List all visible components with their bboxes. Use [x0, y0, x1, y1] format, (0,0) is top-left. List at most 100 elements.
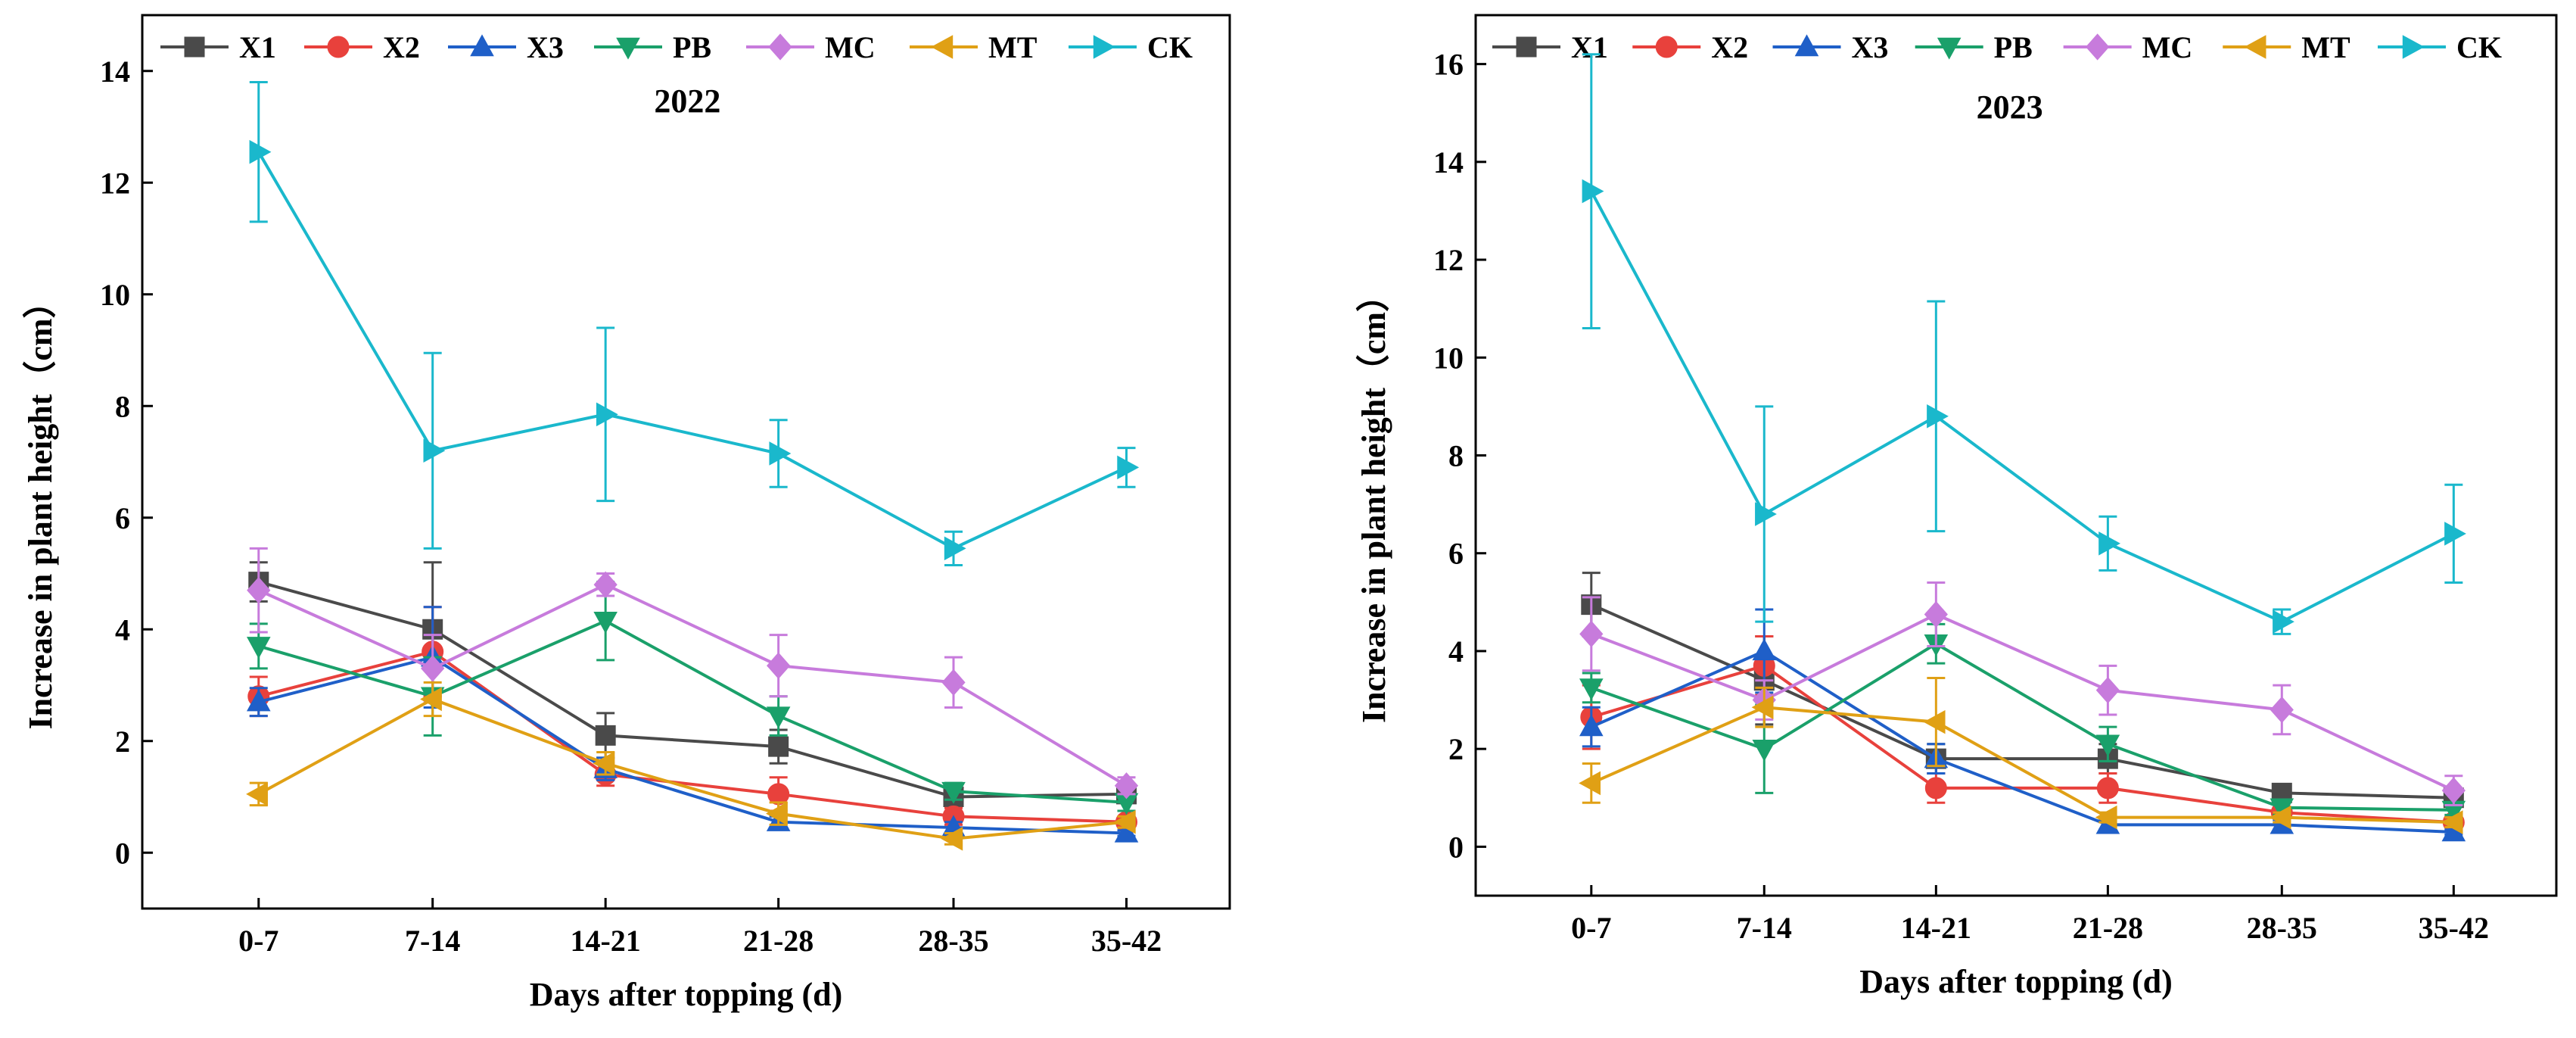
series-line: [1590, 603, 2454, 800]
data-point: [765, 801, 788, 826]
legend-entry-mt: MT: [910, 30, 1038, 64]
y-tick-label: 0: [115, 836, 130, 870]
y-tick-label: 10: [1433, 341, 1464, 375]
plot-frame: [141, 14, 1231, 910]
legend-label: X1: [1571, 30, 1608, 64]
legend-marker: [2244, 35, 2266, 59]
series-line: [258, 619, 1127, 804]
x-tick-label: 21-28: [743, 924, 814, 958]
x-tick-label: 0-7: [1571, 911, 1611, 945]
x-tick-label: 28-35: [918, 924, 988, 958]
legend-marker: [327, 36, 350, 58]
data-point: [593, 571, 618, 598]
data-point: [1582, 179, 1604, 204]
data-point: [769, 441, 792, 466]
data-point: [246, 689, 271, 712]
legend-marker: [1937, 37, 1962, 60]
series-x2: [247, 606, 1137, 834]
data-point: [944, 536, 966, 561]
legend-label: MT: [988, 30, 1038, 64]
x-tick-label: 7-14: [1737, 911, 1792, 945]
data-point: [1924, 600, 1948, 628]
legend-label: CK: [2456, 30, 2502, 64]
y-tick-label: 12: [1433, 243, 1464, 277]
x-axis-title: Days after topping (d): [1859, 963, 2173, 1000]
data-point: [246, 782, 268, 806]
year-title: 2023: [1977, 89, 2043, 126]
series-x1: [248, 561, 1137, 807]
data-point: [1752, 739, 1777, 762]
data-point: [941, 827, 963, 851]
series-line: [1591, 664, 2454, 824]
data-point: [941, 781, 966, 804]
series-x3: [1579, 608, 2466, 842]
data-point: [1579, 678, 1604, 701]
legend-label: X3: [527, 30, 564, 64]
data-point: [2269, 805, 2291, 830]
series-mt: [246, 681, 1136, 851]
legend-entry-x3: X3: [1772, 30, 1889, 64]
data-point: [1114, 772, 1139, 800]
series-mt: [1579, 676, 2463, 834]
x-tick-label: 21-28: [2073, 911, 2143, 945]
data-point: [766, 706, 791, 729]
legend-entry-mt: MT: [2223, 30, 2350, 64]
legend-label: PB: [673, 30, 711, 64]
data-point: [2271, 782, 2292, 803]
legend-entry-ck: CK: [2378, 30, 2502, 64]
series-ck: [1582, 53, 2466, 635]
x-tick-label: 0-7: [238, 924, 278, 958]
data-point: [593, 611, 618, 634]
series-line: [1591, 613, 2455, 792]
series-x1: [1581, 572, 2464, 809]
y-tick-label: 14: [1433, 145, 1464, 179]
legend-marker: [931, 35, 954, 59]
legend-marker: [616, 37, 640, 60]
series-line: [257, 583, 1128, 787]
series-line: [1590, 190, 2455, 624]
legend-label: PB: [1994, 30, 2033, 64]
legend-entry-mc: MC: [746, 30, 876, 64]
y-tick-label: 14: [100, 55, 130, 89]
legend-entry-pb: PB: [594, 30, 711, 64]
series-mc: [1579, 581, 2466, 806]
data-point: [1924, 777, 1947, 800]
y-axis-title: Increase in plant height（cm）: [22, 285, 59, 729]
data-point: [593, 751, 615, 776]
series-line: [258, 655, 1127, 835]
y-tick-label: 8: [1448, 439, 1464, 473]
data-point: [2095, 734, 2120, 757]
y-axis-title: Increase in plant height（cm）: [1355, 279, 1392, 723]
legend-label: X3: [1852, 30, 1889, 64]
data-point: [247, 576, 271, 604]
legend-marker: [470, 34, 494, 57]
series-line: [1590, 649, 2454, 834]
series-line: [1590, 706, 2454, 824]
x-tick-label: 28-35: [2247, 911, 2317, 945]
data-point: [768, 736, 789, 757]
legend-marker: [2086, 33, 2110, 61]
data-point: [1751, 695, 1774, 720]
y-tick-label: 12: [100, 166, 130, 200]
legend-label: MT: [2301, 30, 2350, 64]
legend-label: X2: [383, 30, 420, 64]
data-point: [2098, 531, 2121, 556]
series-x3: [246, 606, 1139, 843]
y-tick-label: 2: [115, 725, 130, 759]
legend-entry-x2: X2: [304, 30, 420, 64]
data-point: [767, 652, 791, 679]
x-tick-label: 14-21: [1901, 911, 1971, 945]
series-line: [257, 151, 1128, 550]
data-point: [2095, 805, 2117, 830]
series-ck: [249, 81, 1140, 566]
data-point: [1579, 771, 1601, 796]
data-point: [1113, 809, 1136, 834]
legend-entry-x3: X3: [448, 30, 564, 64]
data-point: [941, 669, 966, 696]
data-point: [420, 687, 442, 712]
data-point: [1752, 638, 1777, 661]
data-point: [2270, 696, 2294, 724]
legend-marker: [2402, 35, 2425, 59]
y-tick-label: 4: [115, 613, 130, 647]
legend-entry-mc: MC: [2063, 30, 2192, 64]
